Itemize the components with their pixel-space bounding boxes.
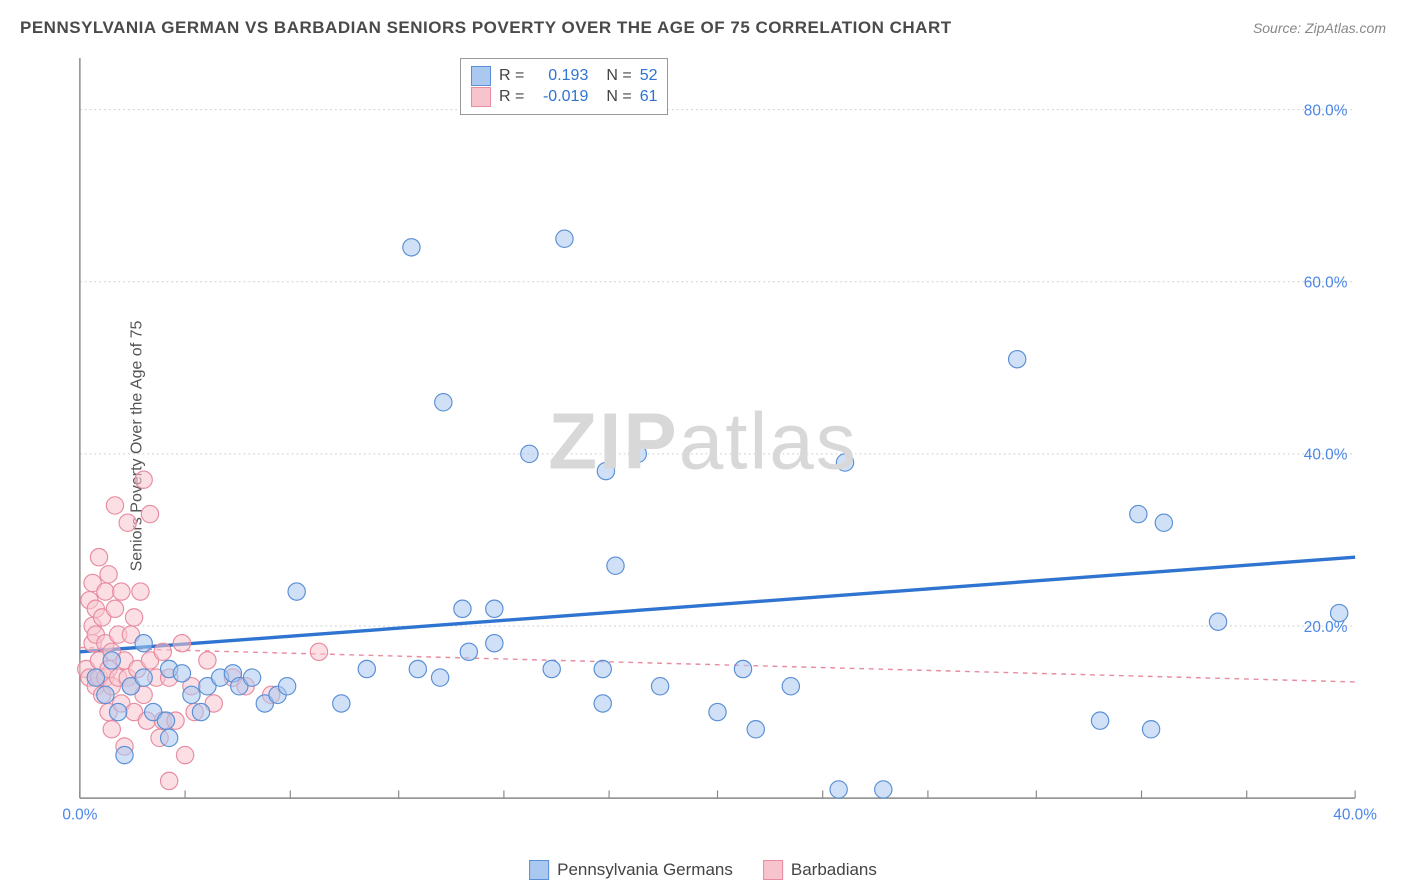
- stat-r-value: 0.193: [532, 67, 588, 85]
- legend: Pennsylvania Germans Barbadians: [529, 860, 877, 880]
- stat-r-label: R =: [499, 67, 524, 85]
- stats-row: R = -0.019 N = 61: [471, 87, 657, 107]
- series-swatch: [471, 66, 491, 86]
- legend-label: Barbadians: [791, 860, 877, 880]
- legend-label: Pennsylvania Germans: [557, 860, 733, 880]
- stat-n-label: N =: [606, 88, 631, 106]
- y-tick-label: 40.0%: [1304, 447, 1348, 464]
- x-tick-label: 40.0%: [1333, 806, 1377, 823]
- scatter-plot-svg: 20.0%40.0%60.0%80.0%0.0%40.0%: [55, 58, 1380, 827]
- stat-r-value: -0.019: [532, 88, 588, 106]
- legend-item: Pennsylvania Germans: [529, 860, 733, 880]
- stat-n-value: 52: [640, 67, 658, 85]
- stat-n-value: 61: [640, 88, 658, 106]
- chart-plot-area: 20.0%40.0%60.0%80.0%0.0%40.0%: [55, 58, 1380, 827]
- legend-swatch: [529, 860, 549, 880]
- source-label: Source: ZipAtlas.com: [1253, 20, 1386, 36]
- series-swatch: [471, 87, 491, 107]
- stats-row: R = 0.193 N = 52: [471, 66, 657, 86]
- stats-box: R = 0.193 N = 52 R = -0.019 N = 61: [460, 58, 668, 115]
- legend-swatch: [763, 860, 783, 880]
- x-tick-label: 0.0%: [62, 806, 97, 823]
- stat-r-label: R =: [499, 88, 524, 106]
- y-tick-label: 60.0%: [1304, 275, 1348, 292]
- stat-n-label: N =: [606, 67, 631, 85]
- chart-title: PENNSYLVANIA GERMAN VS BARBADIAN SENIORS…: [20, 18, 952, 38]
- legend-item: Barbadians: [763, 860, 877, 880]
- y-tick-label: 80.0%: [1304, 102, 1348, 119]
